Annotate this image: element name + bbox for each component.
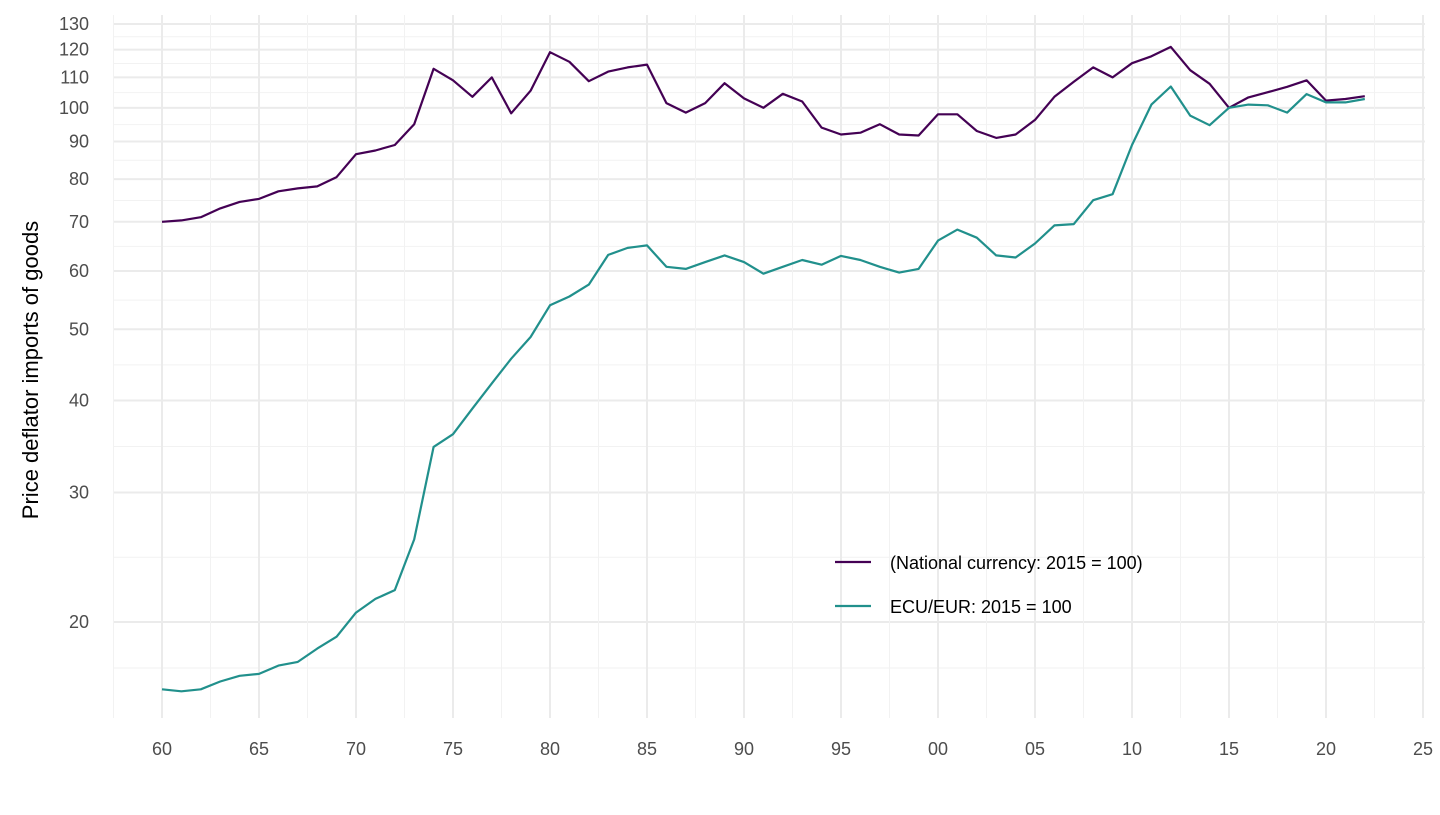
y-tick-label: 90	[69, 131, 89, 151]
series-line-national-currency	[161, 45, 1365, 223]
x-tick-label: 60	[152, 739, 172, 759]
y-tick-label: 40	[69, 391, 89, 411]
x-axis-ticks: 60 65 70 75 80 85 90 95 00 05 10 15 20 25	[152, 739, 1433, 759]
x-tick-label: 25	[1413, 739, 1433, 759]
x-tick-label: 75	[443, 739, 463, 759]
y-tick-label: 130	[59, 14, 89, 34]
y-tick-label: 80	[69, 169, 89, 189]
y-tick-label: 70	[69, 212, 89, 232]
y-tick-label: 30	[69, 482, 89, 502]
y-tick-label: 100	[59, 98, 89, 118]
y-tick-label: 20	[69, 612, 89, 632]
x-tick-label: 85	[637, 739, 657, 759]
x-tick-label: 90	[734, 739, 754, 759]
legend-label-ecu: ECU/EUR: 2015 = 100	[890, 597, 1072, 617]
legend-label-national: (National currency: 2015 = 100)	[890, 553, 1143, 573]
x-tick-label: 95	[831, 739, 851, 759]
y-axis-ticks: 20 30 40 50 60 70 80 90 100 110 120 130	[59, 14, 89, 632]
grid	[113, 15, 1425, 718]
x-tick-label: 00	[928, 739, 948, 759]
series-line-ecu-eur	[161, 85, 1365, 693]
x-tick-label: 10	[1122, 739, 1142, 759]
x-tick-label: 05	[1025, 739, 1045, 759]
series-lines	[161, 45, 1365, 693]
y-tick-label: 120	[59, 40, 89, 60]
y-tick-label: 60	[69, 261, 89, 281]
y-tick-label: 50	[69, 319, 89, 339]
y-tick-label: 110	[60, 67, 89, 87]
x-tick-label: 20	[1316, 739, 1336, 759]
x-tick-label: 80	[540, 739, 560, 759]
x-tick-label: 15	[1219, 739, 1239, 759]
y-axis-label: Price deflator imports of goods	[18, 221, 43, 519]
legend: (National currency: 2015 = 100) ECU/EUR:…	[835, 553, 1143, 617]
x-tick-label: 65	[249, 739, 269, 759]
x-tick-label: 70	[346, 739, 366, 759]
